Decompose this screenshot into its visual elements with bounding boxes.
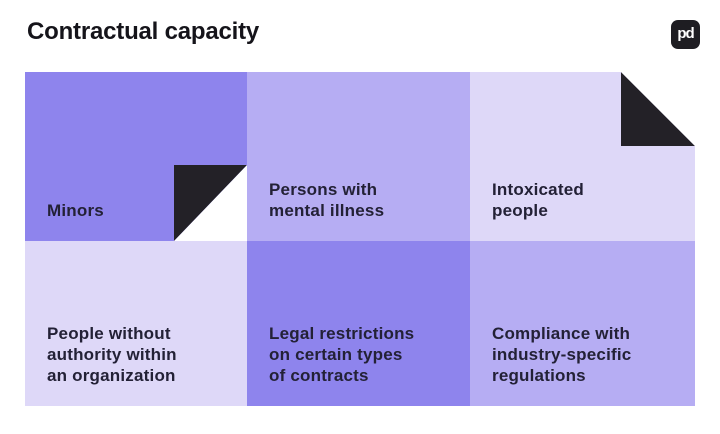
cell-label-people-without-authority: People without authority within an organ… [47, 324, 177, 385]
cell-people-without-authority: People without authority within an organ… [25, 241, 247, 406]
cell-minors: Minors [25, 72, 247, 241]
folded-corner-icon [621, 72, 695, 146]
page-title: Contractual capacity [27, 18, 260, 45]
cell-compliance: Compliance with industry-specific regula… [470, 241, 695, 406]
cell-label-compliance: Compliance with industry-specific regula… [492, 324, 632, 385]
cell-intoxicated-people: Intoxicated people [470, 72, 695, 241]
folded-corner-icon [174, 165, 247, 241]
cell-label-legal-restrictions: Legal restrictions on certain types of c… [269, 324, 415, 385]
pandadoc-logo-icon: pd [677, 25, 694, 42]
cell-legal-restrictions: Legal restrictions on certain types of c… [247, 241, 470, 406]
capacity-grid: Minors Persons with mental illness Intox… [25, 72, 695, 406]
cell-label-mental-illness: Persons with mental illness [269, 180, 385, 220]
pandadoc-logo: pd [671, 20, 700, 49]
cell-label-intoxicated-people: Intoxicated people [492, 180, 584, 220]
cell-label-minors: Minors [47, 201, 104, 220]
cell-mental-illness: Persons with mental illness [247, 72, 470, 241]
